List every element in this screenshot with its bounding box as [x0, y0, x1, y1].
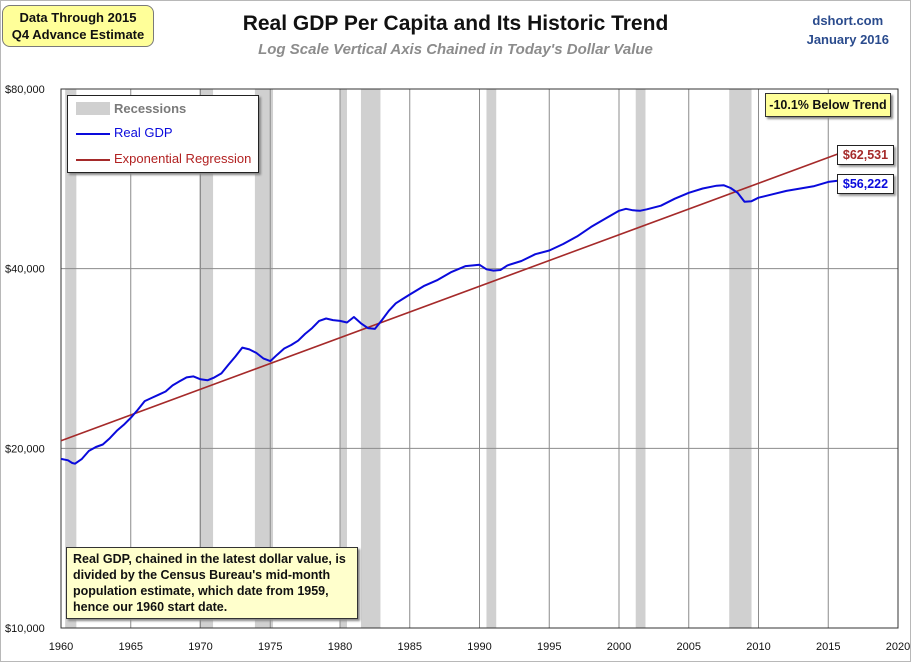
recession-band-4 [360, 89, 381, 628]
chart-subtitle: Log Scale Vertical Axis Chained in Today… [258, 41, 653, 58]
x-tick-label-2015: 2015 [816, 641, 840, 653]
recession-band-3 [340, 89, 347, 628]
source-name: dshort.com [812, 13, 884, 28]
recession-band-7 [729, 89, 752, 628]
x-tick-label-1990: 1990 [467, 641, 491, 653]
legend-swatch-real-gdp [76, 133, 110, 135]
trend-gap-callout: -10.1% Below Trend [765, 93, 891, 117]
x-tick-label-1980: 1980 [328, 641, 352, 653]
legend-label-regression: Exponential Regression [114, 151, 252, 166]
x-tick-label-1975: 1975 [258, 641, 282, 653]
real-gdp-line [60, 179, 841, 465]
regression-line [60, 152, 842, 442]
x-tick-label-1965: 1965 [119, 641, 143, 653]
recession-bands [65, 89, 752, 628]
gdp-end-label: $56,222 [837, 174, 894, 194]
source-credit: dshort.com January 2016 [807, 11, 889, 49]
series-lines [60, 152, 842, 465]
legend-label-recessions: Recessions [114, 101, 187, 116]
y-tick-label-2: $40,000 [5, 264, 45, 276]
x-tick-label-2010: 2010 [746, 641, 770, 653]
x-tick-label-2020: 2020 [886, 641, 910, 653]
recession-band-1 [199, 89, 214, 628]
legend-swatch-recessions [76, 102, 110, 115]
x-tick-label-1970: 1970 [188, 641, 212, 653]
x-tick-label-2000: 2000 [607, 641, 631, 653]
data-through-line2: Q4 Advance Estimate [11, 27, 145, 42]
y-tick-label-3: $80,000 [5, 84, 45, 96]
recession-band-0 [65, 89, 77, 628]
recession-band-6 [635, 89, 646, 628]
axis-labels: 1960 1965 1970 1975 1980 1985 1990 1995 2000 2005… [5, 84, 910, 653]
x-tick-label-1960: 1960 [49, 641, 73, 653]
data-through-note: Data Through 2015 Q4 Advance Estimate [2, 5, 154, 47]
x-tick-label-1985: 1985 [398, 641, 422, 653]
methodology-note: Real GDP, chained in the latest dollar v… [66, 547, 358, 619]
x-tick-label-1995: 1995 [537, 641, 561, 653]
x-tick-label-2005: 2005 [677, 641, 701, 653]
regression-end-label: $62,531 [837, 145, 894, 165]
y-tick-label-1: $20,000 [5, 443, 45, 455]
data-through-line1: Data Through 2015 [19, 10, 137, 25]
chart-title: Real GDP Per Capita and Its Historic Tre… [242, 12, 669, 35]
legend-label-real-gdp: Real GDP [114, 125, 173, 140]
plot-area-border [60, 88, 899, 629]
legend-swatch-regression [76, 159, 110, 161]
legend: Recessions Real GDP Exponential Regressi… [67, 95, 259, 173]
y-tick-label-0: $10,000 [5, 623, 45, 635]
recession-band-5 [486, 89, 497, 628]
source-date: January 2016 [806, 32, 889, 47]
